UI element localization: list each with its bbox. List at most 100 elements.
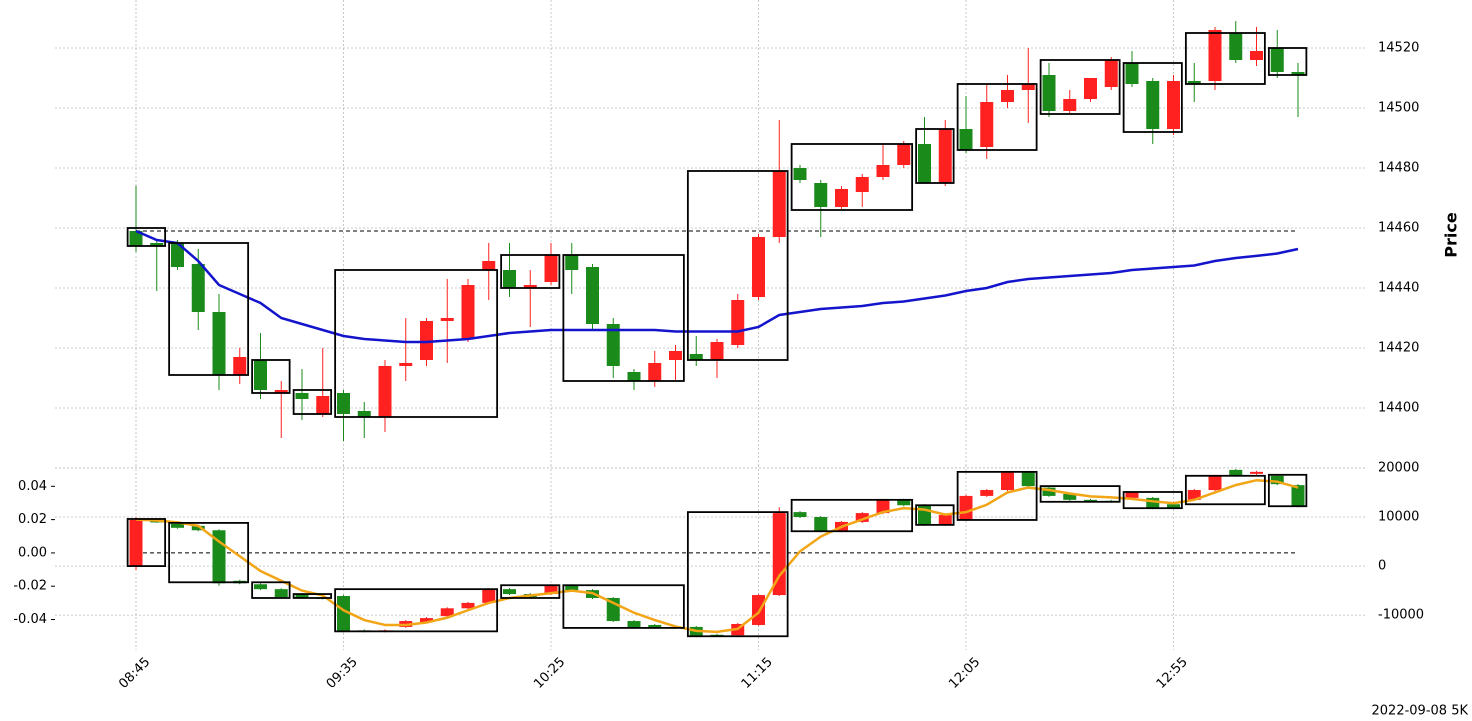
range-box	[1267, 473, 1308, 508]
candle-body	[1063, 99, 1077, 111]
candle-body	[586, 267, 599, 324]
candle-body	[191, 525, 205, 531]
candle-body	[440, 608, 454, 617]
range-box	[790, 498, 914, 533]
candle-body	[1001, 471, 1014, 491]
y-tick-label: 14500	[1378, 101, 1419, 116]
candle-body	[129, 231, 143, 246]
candle-body	[544, 585, 558, 595]
x-tick-label: 08:45	[116, 655, 153, 692]
range-box	[292, 593, 333, 599]
candle-body	[938, 129, 952, 183]
candle-body	[648, 624, 662, 628]
candle-body	[752, 237, 765, 297]
range-box	[1122, 491, 1183, 510]
candle-body	[1291, 72, 1305, 75]
y-tick-label: 0.02	[18, 512, 47, 527]
candle-body	[669, 351, 682, 360]
candle-body	[772, 513, 786, 596]
candle-body	[420, 618, 433, 623]
range-box	[292, 389, 333, 415]
candle-body	[1208, 475, 1222, 491]
candle-body	[731, 300, 745, 345]
y-tick-label: 14480	[1378, 161, 1419, 176]
candle-body	[1229, 469, 1243, 476]
candle-body	[1291, 485, 1305, 507]
candle-body	[793, 512, 807, 518]
candle-body	[1208, 30, 1222, 81]
candle-body	[274, 589, 288, 598]
range-box	[500, 254, 561, 289]
range-box	[168, 242, 250, 376]
candle-body	[876, 499, 890, 514]
candle-body	[399, 363, 413, 366]
range-box	[1267, 47, 1308, 76]
candle-body	[1167, 504, 1180, 509]
candle-body	[1125, 491, 1139, 498]
candle-body	[337, 393, 350, 414]
y-tick-label: 14460	[1378, 221, 1419, 236]
range-box	[168, 522, 250, 584]
range-box	[334, 588, 499, 633]
candle-body	[710, 342, 724, 360]
candle-body	[648, 363, 662, 381]
candle-body	[959, 129, 973, 150]
x-tick-label: 12:55	[1154, 655, 1191, 692]
candle-body	[814, 517, 828, 532]
candle-body	[254, 360, 267, 390]
candle-body	[482, 261, 496, 270]
candle-body	[316, 396, 330, 414]
range-box	[686, 170, 789, 361]
candle-body	[1270, 475, 1284, 485]
range-box	[251, 581, 291, 599]
candle-body	[980, 102, 994, 147]
candle-body	[627, 621, 641, 628]
candle-body	[752, 595, 765, 625]
candle-body	[171, 523, 184, 528]
y-tick-label: 20000	[1378, 460, 1419, 475]
candle-body	[772, 171, 786, 237]
candle-body	[295, 594, 309, 598]
candle-body	[171, 243, 184, 267]
candle-body	[1146, 497, 1160, 509]
candle-body	[274, 390, 288, 393]
candle-body	[440, 318, 454, 321]
range-box	[126, 227, 167, 247]
candle-body	[420, 321, 433, 360]
candle-body	[897, 499, 911, 506]
y-tick-label: 10000	[1378, 510, 1419, 525]
candle-body	[1084, 499, 1097, 502]
candle-body	[1187, 490, 1201, 500]
candle-body	[378, 366, 392, 417]
candle-body	[461, 285, 475, 339]
candle-body	[1250, 51, 1263, 60]
line-series	[135, 229, 1299, 344]
line-series	[135, 478, 1299, 634]
candle-body	[1187, 81, 1201, 84]
range-box	[500, 584, 561, 599]
range-box	[686, 511, 789, 638]
range-box	[915, 128, 955, 184]
candle-body	[918, 144, 931, 183]
range-box	[1122, 62, 1183, 133]
candle-body	[233, 357, 247, 375]
x-tick-label: 10:25	[531, 655, 568, 692]
y-tick-label: -0.04	[13, 612, 47, 627]
range-box	[956, 470, 1038, 521]
y-tick-label: 14440	[1378, 281, 1419, 296]
y-tick-label: 14420	[1378, 341, 1419, 356]
candle-body	[503, 270, 516, 288]
y-tick-label: 14520	[1378, 41, 1419, 56]
range-box	[562, 584, 685, 629]
candle-body	[191, 264, 205, 312]
y-tick-label: 0.04	[18, 479, 47, 494]
candle-body	[1084, 78, 1097, 99]
candle-body	[689, 354, 703, 360]
range-box	[1184, 32, 1266, 85]
candle-body	[1001, 90, 1014, 102]
candle-body	[1167, 81, 1180, 129]
candle-body	[544, 255, 558, 282]
candle-body	[1021, 84, 1035, 90]
candle-body	[565, 255, 579, 270]
